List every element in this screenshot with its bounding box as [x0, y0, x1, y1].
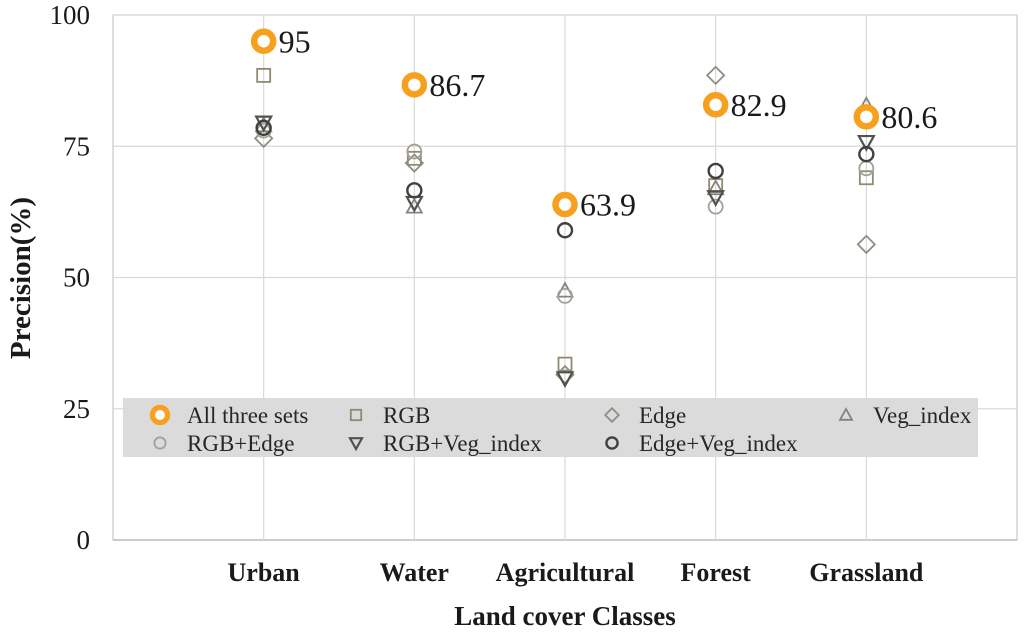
series-marker-ring	[401, 72, 428, 98]
series-marker-square	[557, 356, 573, 372]
legend-marker-circle-dark	[605, 436, 619, 450]
legend-item-label: Edge	[639, 403, 686, 428]
series-marker-circle	[707, 198, 724, 215]
legend-item-label: RGB+Veg_index	[383, 431, 542, 456]
legend-item-label: All three sets	[187, 403, 308, 428]
point-value-label: 82.9	[731, 87, 787, 123]
series-marker-diamond	[856, 234, 877, 255]
plot-area: 0 25 50 75 100 Urban Water Agricultural Forest Gr…	[50, 0, 1018, 587]
legend-marker-triangle-down	[348, 437, 364, 452]
series-marker-triangle-down	[856, 134, 876, 152]
series-marker-square	[406, 150, 422, 166]
series-marker-circle-dark	[858, 145, 875, 163]
x-category-label: Forest	[681, 558, 752, 587]
x-category-label: Urban	[228, 558, 301, 587]
series-marker-diamond	[705, 65, 726, 86]
y-tick-label: 0	[77, 525, 91, 555]
legend-item-label: RGB+Edge	[187, 431, 295, 456]
legend-marker-triangle-up	[838, 407, 854, 421]
series-marker-circle-dark	[556, 222, 574, 239]
legend-item-label: Edge+Veg_index	[639, 431, 798, 456]
y-tick-label: 100	[50, 0, 91, 30]
series-marker-circle-dark	[406, 182, 423, 199]
series-marker-triangle-up	[706, 178, 725, 196]
point-value-label: 95	[279, 23, 311, 59]
legend-marker-square	[349, 408, 363, 422]
point-value-label: 86.7	[429, 67, 485, 103]
series-marker-ring	[250, 28, 277, 54]
series-marker-ring	[853, 104, 880, 130]
series-marker-square	[256, 67, 272, 83]
y-tick-label: 50	[63, 263, 90, 293]
series-marker-triangle-down	[706, 190, 726, 207]
legend-marker-diamond	[603, 406, 621, 424]
x-category-label: Grassland	[809, 558, 924, 587]
y-tick-label: 25	[63, 394, 90, 424]
series-marker-diamond	[404, 153, 425, 173]
series-marker-circle	[557, 287, 573, 304]
y-tick-label: 75	[63, 131, 90, 161]
legend-item-label: Veg_index	[873, 403, 972, 428]
series-marker-circle-dark	[707, 162, 724, 180]
series-marker-circle-dark	[255, 119, 272, 137]
y-axis-title: Precision(%)	[5, 197, 37, 359]
point-value-label: 63.9	[580, 187, 636, 223]
legend-box	[123, 398, 978, 457]
legend-marker-ring	[149, 404, 171, 426]
x-category-label: Water	[380, 558, 449, 587]
point-value-label: 80.6	[881, 99, 937, 135]
series-marker-ring	[552, 191, 578, 218]
series-marker-square	[858, 170, 874, 186]
x-category-label: Agricultural	[496, 558, 635, 587]
series-marker-triangle-down	[555, 371, 575, 389]
series-marker-circle	[406, 143, 423, 160]
series-marker-ring	[702, 92, 729, 118]
legend-item-label: RGB	[383, 403, 430, 428]
legend-marker-circle	[153, 436, 167, 450]
x-axis-title: Land cover Classes	[454, 601, 676, 631]
